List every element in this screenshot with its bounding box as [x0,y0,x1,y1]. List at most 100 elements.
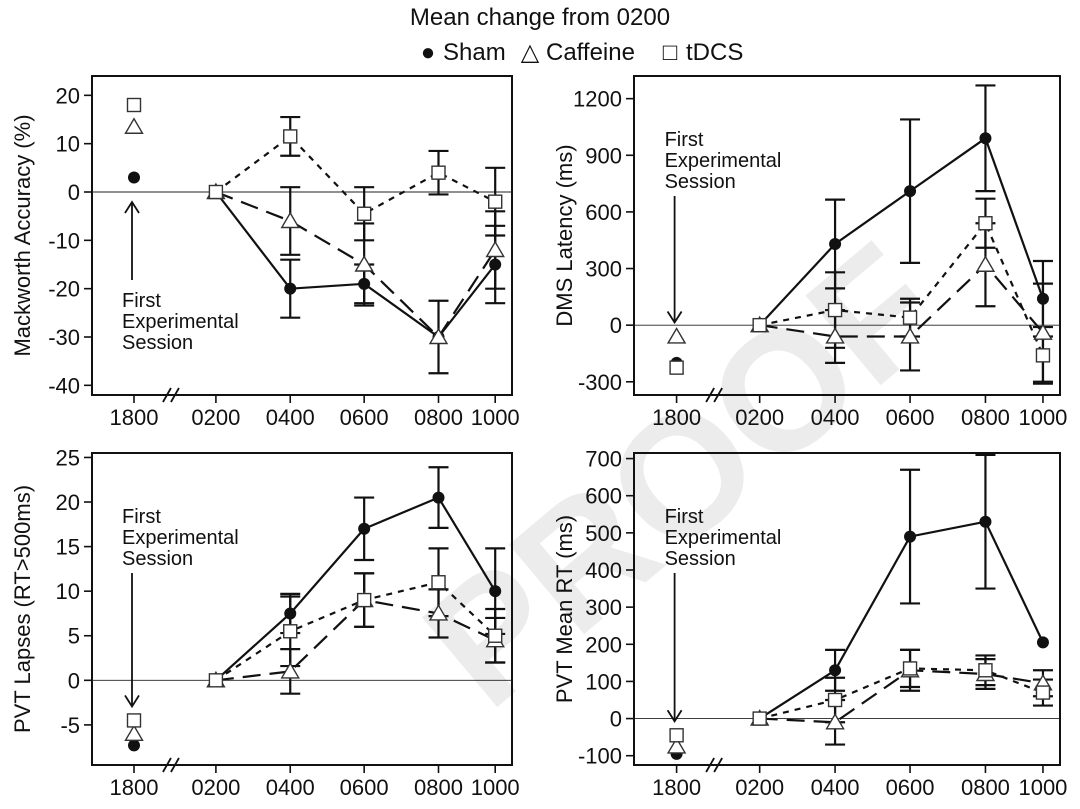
series-line-sham [759,520,1044,720]
x-tick-label: 0600 [886,405,935,430]
annotation-arrowhead [666,709,683,723]
legend-sham-label: Sham [443,39,506,66]
point-tdcs [356,592,372,608]
point-sham [358,522,371,535]
y-tick-label: 100 [585,669,622,694]
plot-frame [633,452,1061,766]
point-tdcs [669,728,684,743]
series-line-tdcs [759,221,1044,356]
x-tick-label: 1800 [110,775,159,800]
point-caffeine [124,117,144,134]
y-tick-label: 10 [56,579,80,604]
point-tdcs [431,165,446,180]
axis-break-mark [170,387,180,403]
legend-caffeine-label: Caffeine [546,39,635,66]
y-tick-label: 0 [68,180,80,205]
point-caffeine [900,327,920,344]
x-tick-label: 0600 [340,405,389,430]
annotation-text: Session [665,171,736,193]
plot-frame [633,75,1061,396]
point-sham [1036,636,1049,649]
annotation-arrowhead [124,694,140,709]
x-tick-label: 0800 [961,405,1010,430]
point-tdcs [669,360,684,375]
x-tick-label: 1000 [1018,405,1067,430]
y-tick-label: 400 [585,558,622,583]
point-tdcs [978,663,993,678]
y-tick-label: 20 [56,83,80,108]
y-axis-label: PVT Lapses (RT>500ms) [10,485,35,733]
plot-frame [91,75,513,396]
x-tick-label: 0800 [961,775,1010,800]
y-tick-label: 25 [56,445,80,470]
panel-3: 25 20 15 10 5 0 -5 1800 0200 0400 0600 0800 1000 PVT … [10,445,520,800]
point-sham [829,237,842,250]
plot-frame [91,452,513,766]
point-sham [904,530,917,543]
y-tick-label: 10 [56,132,80,157]
x-tick-label: 0600 [886,775,935,800]
point-sham [1036,292,1049,305]
axis-break-mark [170,757,180,773]
legend-sham-glyph: ● [421,39,436,66]
point-tdcs [752,317,767,333]
y-tick-label: 600 [585,200,622,225]
y-tick-label: 300 [585,595,622,620]
annotation-arrowhead [666,311,683,325]
point-tdcs [356,206,372,221]
y-tick-label: 900 [585,143,622,168]
x-tick-label: 1800 [652,775,701,800]
y-tick-label: 1200 [573,87,622,112]
point-caffeine [666,327,687,344]
point-sham [128,171,140,184]
x-tick-label: 0400 [811,775,860,800]
legend-tdcs-label: tDCS [686,39,743,66]
y-axis-label: Mackworth Accuracy (%) [10,114,35,356]
y-tick-label: -100 [578,744,622,769]
annotation-text: Experimental [122,311,239,333]
annotation-text: Experimental [665,527,782,549]
axis-break-mark [713,757,723,773]
y-tick-label: 500 [585,521,622,546]
point-caffeine [825,327,845,344]
y-tick-label: -20 [48,277,80,302]
y-tick-label: 20 [56,490,80,515]
point-tdcs [488,628,503,643]
y-axis-label: PVT Mean RT (ms) [552,515,577,703]
annotation-text: Session [122,332,193,354]
point-caffeine [428,604,449,621]
point-sham [489,258,502,271]
point-tdcs [1035,348,1051,363]
point-tdcs [902,661,918,676]
point-sham [128,739,140,752]
y-tick-label: 300 [585,257,622,282]
panel-1: 20 10 0 -10 -20 -30 -40 1800 0200 0400 0600 0800 100… [10,75,520,430]
point-sham [358,277,371,290]
legend-tdcs-glyph: □ [663,39,678,66]
point-tdcs [126,713,142,728]
point-tdcs [1035,685,1051,700]
x-tick-label: 1000 [471,405,520,430]
annotation-text: Session [665,548,736,570]
point-caffeine [485,240,505,258]
annotation-text: First [665,506,704,528]
series-line-caffeine [759,669,1044,724]
x-tick-label: 0600 [340,775,389,800]
figure-title: Mean change from 0200 [410,4,670,31]
point-sham [432,491,445,504]
legend-caffeine-glyph: △ [521,39,540,66]
annotation-text: Experimental [665,150,782,172]
x-tick-label: 1000 [471,775,520,800]
point-tdcs [902,310,918,325]
point-caffeine [280,211,300,229]
x-tick-label: 0200 [191,775,240,800]
x-tick-label: 0800 [414,775,463,800]
legend: ● Sham △ Caffeine □ tDCS [421,39,744,66]
series-line-tdcs [215,134,496,216]
point-caffeine [354,255,374,272]
annotation-text: Session [122,548,193,570]
y-tick-label: -40 [48,373,80,398]
